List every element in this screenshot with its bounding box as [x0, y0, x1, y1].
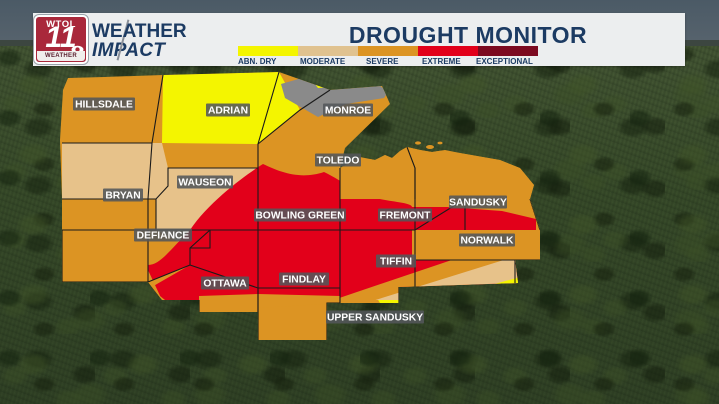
svg-text:OTTAWA: OTTAWA — [203, 279, 247, 290]
svg-text:FREMONT: FREMONT — [380, 211, 432, 222]
svg-text:NORWALK: NORWALK — [460, 236, 514, 247]
svg-text:DEFIANCE: DEFIANCE — [137, 231, 190, 242]
svg-text:MONROE: MONROE — [325, 106, 371, 117]
svg-text:SANDUSKY: SANDUSKY — [449, 198, 507, 209]
svg-text:WAUSEON: WAUSEON — [178, 178, 231, 189]
svg-text:BRYAN: BRYAN — [105, 191, 140, 202]
svg-text:TIFFIN: TIFFIN — [380, 257, 412, 268]
svg-text:BOWLING GREEN: BOWLING GREEN — [255, 211, 344, 222]
svg-text:ADRIAN: ADRIAN — [208, 106, 248, 117]
svg-text:HILLSDALE: HILLSDALE — [75, 100, 133, 111]
svg-text:FINDLAY: FINDLAY — [282, 275, 326, 286]
svg-text:TOLEDO: TOLEDO — [317, 156, 360, 167]
svg-text:UPPER SANDUSKY: UPPER SANDUSKY — [327, 313, 423, 324]
